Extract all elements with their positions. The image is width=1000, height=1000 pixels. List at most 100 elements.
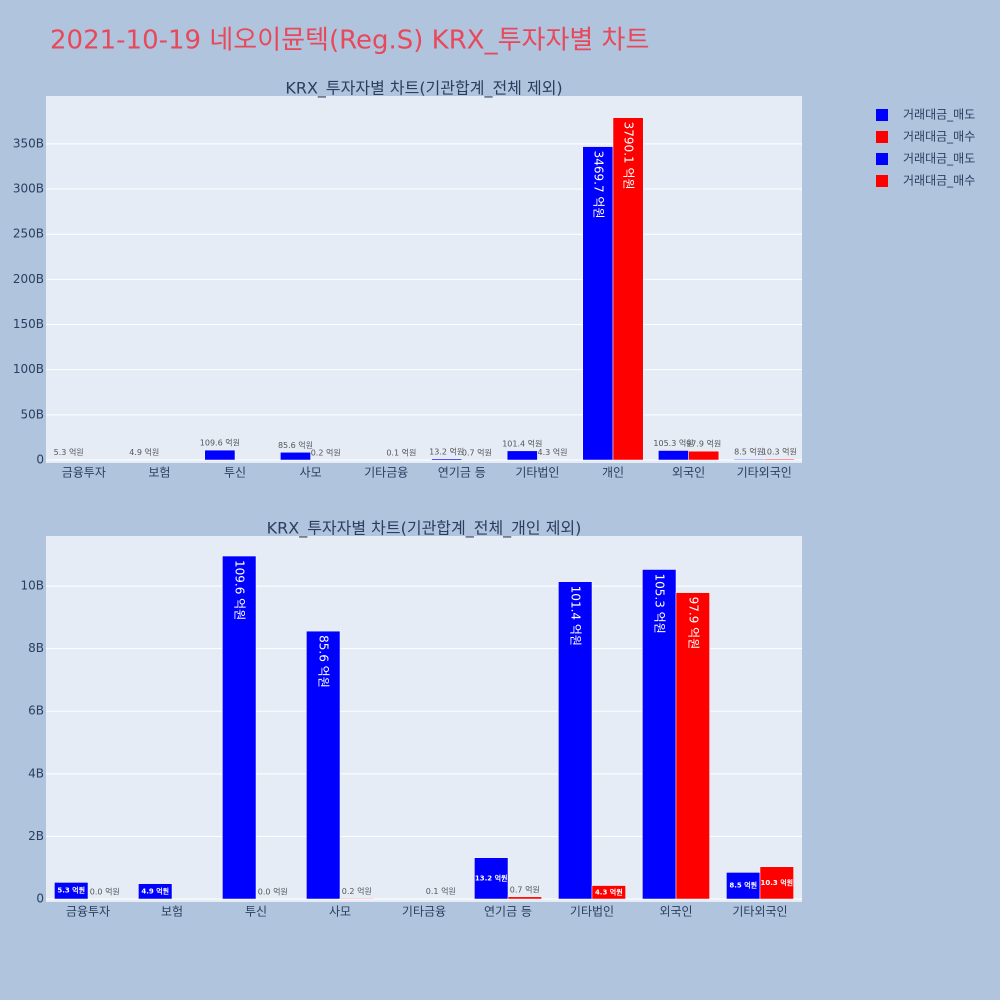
x-tick-label: 보험 bbox=[148, 466, 170, 480]
legend-label: 거래대금_매수 bbox=[903, 174, 975, 188]
data-label: 0.2 억원 bbox=[311, 447, 341, 457]
bar bbox=[558, 581, 593, 900]
y-tick-label: 8B bbox=[28, 641, 44, 655]
page-title: 2021-10-19 네오이뮨텍(Reg.S) KRX_투자자별 차트 bbox=[50, 26, 649, 56]
y-tick-label: 300B bbox=[13, 182, 44, 196]
data-label: 13.2 억원 bbox=[475, 873, 508, 882]
data-label: 97.9 억원 bbox=[686, 597, 700, 650]
data-label: 13.2 억원 bbox=[429, 446, 464, 456]
legend-swatch bbox=[876, 109, 888, 121]
data-label: 0.0 억원 bbox=[258, 887, 288, 897]
data-label: 4.9 억원 bbox=[141, 886, 169, 895]
x-tick-label: 연기금 등 bbox=[438, 466, 486, 480]
y-tick-label: 150B bbox=[13, 317, 44, 331]
x-tick-label: 금융투자 bbox=[62, 466, 106, 480]
bar bbox=[733, 458, 765, 461]
bar bbox=[675, 592, 710, 900]
x-tick-label: 기타금융 bbox=[402, 905, 446, 919]
bar bbox=[658, 450, 689, 461]
data-label: 3790.1 억원 bbox=[622, 122, 636, 190]
data-label: 101.4 억원 bbox=[569, 586, 583, 646]
bar bbox=[591, 885, 626, 900]
x-tick-label: 기타외국인 bbox=[732, 905, 787, 919]
x-tick-label: 기타법인 bbox=[515, 466, 559, 480]
y-tick-label: 0 bbox=[36, 892, 44, 906]
chart-title: KRX_투자자별 차트(기관합계_전체_개인 제외) bbox=[267, 519, 582, 539]
data-label: 8.5 억원 bbox=[734, 447, 764, 457]
x-tick-label: 연기금 등 bbox=[484, 905, 532, 919]
data-label: 101.4 억원 bbox=[502, 438, 542, 448]
data-label: 4.9 억원 bbox=[129, 447, 159, 457]
data-label: 109.6 억원 bbox=[200, 438, 240, 448]
legend-swatch bbox=[876, 131, 888, 143]
data-label: 105.3 억원 bbox=[653, 573, 667, 633]
bar bbox=[642, 569, 677, 900]
bar bbox=[507, 896, 542, 900]
legend-label: 거래대금_매수 bbox=[903, 130, 975, 144]
x-tick-label: 기타금융 bbox=[364, 466, 408, 480]
chart-title: KRX_투자자별 차트(기관합계_전체 제외) bbox=[285, 79, 562, 99]
data-label: 109.6 억원 bbox=[233, 560, 247, 620]
data-label: 97.9 억원 bbox=[686, 439, 721, 449]
data-label: 10.3 억원 bbox=[761, 878, 794, 887]
bar bbox=[306, 630, 341, 900]
data-label: 85.6 억원 bbox=[278, 440, 313, 450]
data-label: 4.3 억원 bbox=[595, 887, 623, 896]
legend-label: 거래대금_매도 bbox=[903, 152, 975, 166]
data-label: 3469.7 억원 bbox=[591, 151, 605, 219]
y-tick-label: 10B bbox=[20, 579, 44, 593]
bar bbox=[759, 866, 794, 900]
bar bbox=[222, 555, 257, 900]
y-tick-label: 4B bbox=[28, 766, 44, 780]
bar bbox=[431, 458, 463, 461]
bar bbox=[506, 450, 538, 461]
x-tick-label: 기타외국인 bbox=[737, 466, 792, 480]
data-label: 0.1 억원 bbox=[386, 447, 416, 457]
x-tick-label: 기타법인 bbox=[570, 905, 614, 919]
data-label: 5.3 억원 bbox=[57, 886, 85, 895]
data-label: 0.7 억원 bbox=[462, 447, 492, 457]
data-label: 10.3 억원 bbox=[762, 447, 797, 457]
data-label: 8.5 억원 bbox=[729, 881, 757, 890]
data-label: 4.3 억원 bbox=[538, 447, 568, 457]
data-label: 0.2 억원 bbox=[342, 886, 372, 896]
data-label: 0.1 억원 bbox=[426, 886, 456, 896]
legend-label: 거래대금_매도 bbox=[903, 108, 975, 122]
y-tick-label: 100B bbox=[13, 362, 44, 376]
bar bbox=[474, 857, 509, 900]
bar bbox=[339, 898, 374, 900]
bar bbox=[204, 449, 236, 461]
bar bbox=[54, 882, 89, 900]
x-tick-label: 금융투자 bbox=[66, 905, 110, 919]
data-label: 5.3 억원 bbox=[54, 447, 84, 457]
x-tick-label: 외국인 bbox=[672, 466, 705, 480]
data-label: 0.7 억원 bbox=[510, 884, 540, 894]
x-tick-label: 사모 bbox=[329, 905, 351, 919]
x-tick-label: 투신 bbox=[245, 905, 267, 919]
bar bbox=[612, 117, 644, 461]
y-tick-label: 350B bbox=[13, 136, 44, 150]
y-tick-label: 6B bbox=[28, 704, 44, 718]
y-tick-label: 200B bbox=[13, 272, 44, 286]
x-tick-label: 사모 bbox=[300, 466, 322, 480]
data-label: 105.3 억원 bbox=[653, 438, 693, 448]
x-tick-label: 외국인 bbox=[659, 905, 692, 919]
legend-swatch bbox=[876, 175, 888, 187]
legend-swatch bbox=[876, 153, 888, 165]
bar bbox=[763, 458, 795, 461]
x-tick-label: 투신 bbox=[224, 466, 246, 480]
x-tick-label: 개인 bbox=[602, 466, 624, 480]
bar bbox=[280, 452, 311, 461]
y-tick-label: 2B bbox=[28, 829, 44, 843]
bar bbox=[138, 883, 173, 900]
y-tick-label: 0 bbox=[36, 453, 44, 467]
data-label: 85.6 억원 bbox=[317, 635, 331, 688]
bar bbox=[726, 872, 761, 900]
x-tick-label: 보험 bbox=[161, 905, 183, 919]
bar bbox=[688, 450, 720, 461]
y-tick-label: 250B bbox=[13, 227, 44, 241]
data-label: 0.0 억원 bbox=[90, 887, 120, 897]
